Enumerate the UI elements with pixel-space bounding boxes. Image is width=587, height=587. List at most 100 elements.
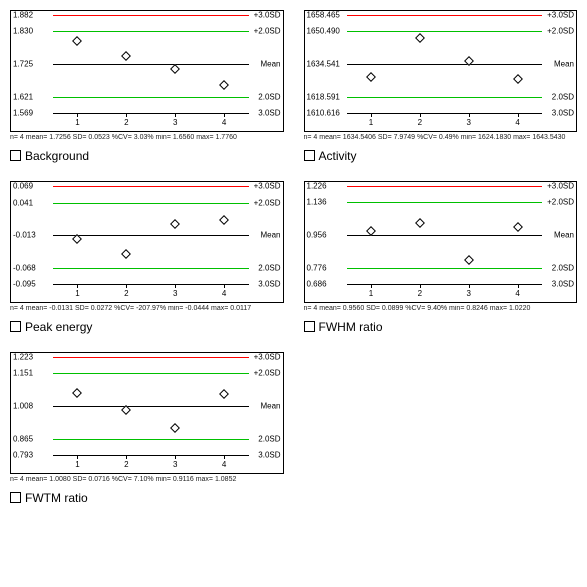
sd-label: +2.0SD bbox=[254, 198, 281, 207]
chart-cell: 1.882+3.0SD1.830+2.0SD1.725Mean1.6212.0S… bbox=[10, 10, 284, 169]
checkbox-icon[interactable] bbox=[10, 492, 21, 503]
data-point bbox=[464, 255, 474, 265]
x-tick-label: 4 bbox=[222, 289, 226, 298]
y-tick-label: 1.151 bbox=[13, 369, 33, 378]
x-tick-label: 2 bbox=[124, 289, 128, 298]
checkbox-icon[interactable] bbox=[10, 321, 21, 332]
chart-title: FWTM ratio bbox=[10, 491, 284, 505]
x-tick-label: 2 bbox=[418, 289, 422, 298]
data-point bbox=[513, 74, 523, 84]
y-tick-label: 1.008 bbox=[13, 402, 33, 411]
x-tick-label: 1 bbox=[75, 118, 79, 127]
data-point bbox=[219, 215, 229, 225]
x-tick-label: 3 bbox=[466, 289, 470, 298]
x-axis bbox=[347, 113, 543, 114]
checkbox-icon[interactable] bbox=[304, 150, 315, 161]
sd-label: 3.0SD bbox=[552, 280, 574, 289]
data-point bbox=[415, 218, 425, 228]
chart-title-label: FWHM ratio bbox=[319, 320, 383, 334]
x-axis-ticks: 1234 bbox=[347, 115, 543, 127]
y-tick-label: 1658.465 bbox=[307, 11, 340, 20]
sd-label: +3.0SD bbox=[254, 182, 281, 191]
sd-label: +2.0SD bbox=[547, 198, 574, 207]
sd-label: +2.0SD bbox=[254, 369, 281, 378]
chart-title-label: Background bbox=[25, 149, 89, 163]
data-point bbox=[415, 34, 425, 44]
y-tick-label: 1.136 bbox=[307, 198, 327, 207]
plot-area bbox=[53, 15, 249, 113]
y-tick-label: 0.793 bbox=[13, 451, 33, 460]
data-point bbox=[170, 64, 180, 74]
checkbox-icon[interactable] bbox=[10, 150, 21, 161]
y-tick-label: 0.686 bbox=[307, 280, 327, 289]
sd-label: 3.0SD bbox=[258, 109, 280, 118]
chart-box: 0.069+3.0SD0.041+2.0SD-0.013Mean-0.0682.… bbox=[10, 181, 284, 303]
chart-box: 1.882+3.0SD1.830+2.0SD1.725Mean1.6212.0S… bbox=[10, 10, 284, 132]
sd-label: 2.0SD bbox=[552, 263, 574, 272]
x-axis-ticks: 1234 bbox=[347, 286, 543, 298]
y-tick-label: 1610.616 bbox=[307, 109, 340, 118]
x-axis-ticks: 1234 bbox=[53, 286, 249, 298]
chart-box: 1.223+3.0SD1.151+2.0SD1.008Mean0.8652.0S… bbox=[10, 352, 284, 474]
sd-label: +3.0SD bbox=[254, 11, 281, 20]
y-tick-label: 1650.490 bbox=[307, 27, 340, 36]
x-tick-label: 2 bbox=[418, 118, 422, 127]
data-point bbox=[219, 389, 229, 399]
chart-title: Background bbox=[10, 149, 284, 163]
x-axis bbox=[53, 113, 249, 114]
chart-title-label: Activity bbox=[319, 149, 357, 163]
y-tick-label: 0.041 bbox=[13, 198, 33, 207]
sd-label: Mean bbox=[260, 402, 280, 411]
sd-label: 3.0SD bbox=[258, 451, 280, 460]
chart-cell: 0.069+3.0SD0.041+2.0SD-0.013Mean-0.0682.… bbox=[10, 181, 284, 340]
sd-label: +3.0SD bbox=[547, 182, 574, 191]
sd-label: +2.0SD bbox=[254, 27, 281, 36]
sd-label: +3.0SD bbox=[254, 353, 281, 362]
chart-title: Peak energy bbox=[10, 320, 284, 334]
y-tick-label: 1618.591 bbox=[307, 92, 340, 101]
stats-line: n= 4 mean= -0.0131 SD= 0.0272 %CV= -207.… bbox=[10, 305, 284, 312]
sd-label: 2.0SD bbox=[258, 92, 280, 101]
data-point bbox=[72, 234, 82, 244]
y-tick-label: -0.013 bbox=[13, 231, 36, 240]
y-tick-label: -0.095 bbox=[13, 280, 36, 289]
data-point bbox=[72, 388, 82, 398]
sd-label: 2.0SD bbox=[552, 92, 574, 101]
checkbox-icon[interactable] bbox=[304, 321, 315, 332]
stats-line: n= 4 mean= 1634.5406 SD= 7.9749 %CV= 0.4… bbox=[304, 134, 578, 141]
plot-area bbox=[53, 357, 249, 455]
chart-box: 1.226+3.0SD1.136+2.0SD0.956Mean0.7762.0S… bbox=[304, 181, 578, 303]
x-tick-label: 4 bbox=[222, 118, 226, 127]
y-tick-label: 1.830 bbox=[13, 27, 33, 36]
x-axis-ticks: 1234 bbox=[53, 115, 249, 127]
data-point bbox=[72, 36, 82, 46]
stats-line: n= 4 mean= 1.7256 SD= 0.0523 %CV= 3.03% … bbox=[10, 134, 284, 141]
x-tick-label: 4 bbox=[515, 289, 519, 298]
sd-label: Mean bbox=[260, 60, 280, 69]
y-tick-label: 0.865 bbox=[13, 434, 33, 443]
x-axis-ticks: 1234 bbox=[53, 457, 249, 469]
x-tick-label: 3 bbox=[173, 460, 177, 469]
chart-title: Activity bbox=[304, 149, 578, 163]
x-tick-label: 2 bbox=[124, 118, 128, 127]
y-tick-label: 0.776 bbox=[307, 263, 327, 272]
chart-cell: 1.223+3.0SD1.151+2.0SD1.008Mean0.8652.0S… bbox=[10, 352, 284, 511]
y-tick-label: 1634.541 bbox=[307, 59, 340, 68]
data-point bbox=[121, 249, 131, 259]
data-point bbox=[170, 219, 180, 229]
sd-label: +3.0SD bbox=[547, 11, 574, 20]
data-point bbox=[366, 72, 376, 82]
sd-label: 2.0SD bbox=[258, 263, 280, 272]
sd-label: 3.0SD bbox=[552, 109, 574, 118]
x-tick-label: 1 bbox=[75, 289, 79, 298]
x-tick-label: 1 bbox=[75, 460, 79, 469]
y-tick-label: -0.068 bbox=[13, 263, 36, 272]
y-tick-label: 1.226 bbox=[307, 182, 327, 191]
y-tick-label: 1.882 bbox=[13, 11, 33, 20]
x-tick-label: 4 bbox=[515, 118, 519, 127]
stats-line: n= 4 mean= 1.0080 SD= 0.0716 %CV= 7.10% … bbox=[10, 476, 284, 483]
y-tick-label: 1.569 bbox=[13, 109, 33, 118]
data-point bbox=[464, 56, 474, 66]
plot-area bbox=[53, 186, 249, 284]
x-tick-label: 4 bbox=[222, 460, 226, 469]
